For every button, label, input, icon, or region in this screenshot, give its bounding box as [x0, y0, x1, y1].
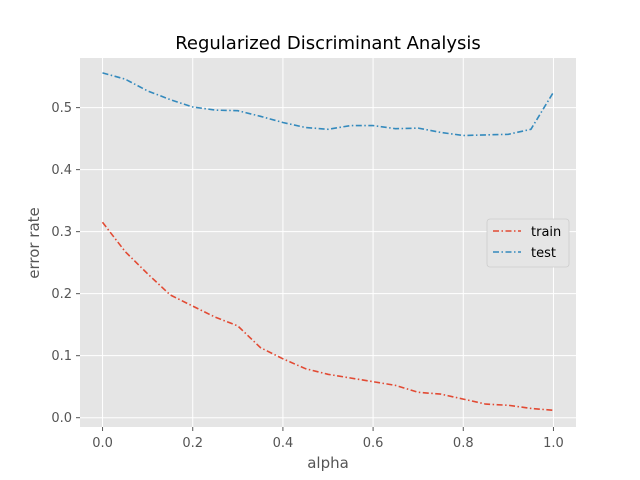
y-axis-label: error rate: [25, 207, 43, 279]
y-axis-ticks: 0.0 0.1 0.2 0.3 0.4 0.5: [51, 101, 80, 426]
x-tick-label: 0.4: [273, 436, 294, 451]
y-tick-label: 0.5: [51, 101, 72, 116]
y-tick-label: 0.0: [51, 411, 72, 426]
legend-label-train: train: [531, 225, 561, 240]
y-tick-label: 0.1: [51, 349, 72, 364]
chart-title: Regularized Discriminant Analysis: [175, 33, 481, 54]
x-tick-label: 0.0: [92, 436, 113, 451]
y-tick-label: 0.3: [51, 225, 72, 240]
legend: train test: [486, 218, 570, 268]
x-axis-ticks: 0.0 0.2 0.4 0.6 0.8 1.0: [92, 427, 564, 451]
series-line-train: [101, 221, 554, 412]
y-tick-label: 0.2: [51, 287, 72, 302]
x-axis-label: alpha: [307, 454, 349, 472]
series-line-test: [102, 72, 555, 137]
x-tick-label: 0.8: [453, 436, 474, 451]
series-lines: [101, 72, 555, 412]
x-tick-label: 0.2: [182, 436, 203, 451]
legend-label-test: test: [531, 246, 556, 261]
x-tick-label: 1.0: [543, 436, 564, 451]
y-tick-label: 0.4: [51, 163, 72, 178]
x-tick-label: 0.6: [363, 436, 384, 451]
